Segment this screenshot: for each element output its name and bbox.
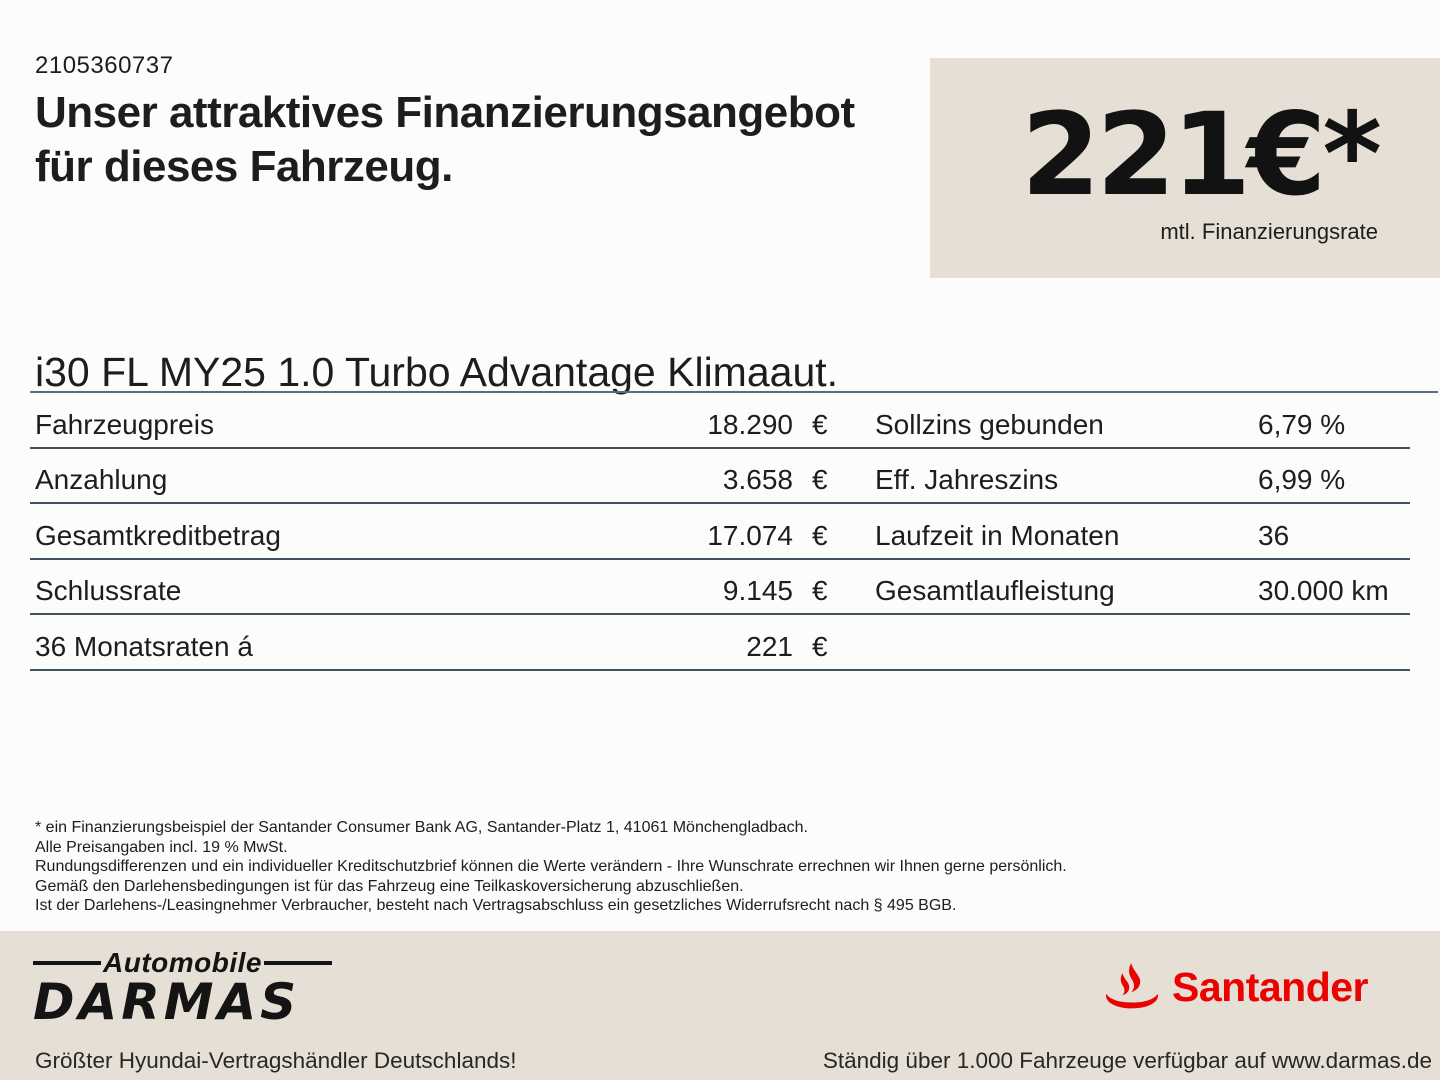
headline-line-1: Unser attraktives Finanzierungsangebot	[35, 88, 855, 137]
row-value: 221	[746, 630, 793, 662]
row-label: Fahrzeugpreis	[35, 408, 214, 440]
row-value: 6,79 %	[1258, 408, 1346, 440]
website-tagline: Ständig über 1.000 Fahrzeuge verfügbar a…	[822, 1048, 1432, 1073]
row-label: Eff. Jahreszins	[875, 464, 1059, 496]
row-label: 36 Monatsraten á	[35, 630, 253, 662]
row-label: Gesamtkreditbetrag	[35, 519, 281, 551]
row-value: 3.658	[722, 464, 793, 496]
row-label: Anzahlung	[35, 464, 168, 496]
row-unit: €	[812, 519, 828, 551]
row-unit: €	[812, 630, 828, 662]
table-row: 36 Monatsraten á 221 €	[30, 615, 1410, 671]
vehicle-id: 2105360737	[35, 52, 174, 79]
row-value: 18.290	[707, 408, 793, 440]
logo-bar-left	[33, 961, 101, 965]
row-value: 36	[1258, 519, 1290, 551]
disclaimer-line: Gemäß den Darlehensbedingungen ist für d…	[35, 877, 744, 895]
logo-bar-right	[264, 961, 332, 965]
title-divider	[30, 391, 1438, 393]
table-row: Schlussrate 9.145 € Gesamtlaufleistung 3…	[30, 560, 1410, 616]
disclaimer-line: Ist der Darlehens-/Leasingnehmer Verbrau…	[35, 897, 957, 915]
monthly-rate-amount: 221€*	[1021, 88, 1382, 221]
monthly-rate-caption: mtl. Finanzierungsrate	[1160, 219, 1378, 244]
disclaimer-line: * ein Finanzierungsbeispiel der Santande…	[35, 819, 808, 836]
table-row: Gesamtkreditbetrag 17.074 € Laufzeit in …	[30, 504, 1410, 560]
headline-line-2: für dieses Fahrzeug.	[35, 142, 453, 191]
disclaimer-line: Alle Preisangaben incl. 19 % MwSt.	[35, 838, 288, 856]
disclaimer-text: * ein Finanzierungsbeispiel der Santande…	[35, 818, 1067, 916]
row-label: Gesamtlaufleistung	[875, 575, 1115, 607]
santander-logo: Santander	[1102, 963, 1369, 1011]
vehicle-title: i30 FL MY25 1.0 Turbo Advantage Klimaaut…	[35, 349, 839, 395]
row-value: 9.145	[722, 575, 793, 607]
row-unit: €	[812, 408, 828, 440]
row-unit: €	[812, 575, 828, 607]
footer: Automobile DARMAS Santander Größter Hyun…	[0, 931, 1440, 1080]
row-value: 6,99 %	[1258, 464, 1346, 496]
monthly-rate-box: 221€* mtl. Finanzierungsrate	[930, 58, 1440, 278]
santander-wordmark: Santander	[1172, 964, 1369, 1010]
row-label: Laufzeit in Monaten	[875, 519, 1120, 551]
row-label: Schlussrate	[35, 575, 182, 607]
table-row: Anzahlung 3.658 € Eff. Jahreszins 6,99 %	[30, 449, 1410, 505]
row-value: 30.000 km	[1258, 575, 1389, 607]
dealer-logo: Automobile DARMAS	[33, 947, 333, 1027]
finance-table: Fahrzeugpreis 18.290 € Sollzins gebunden…	[30, 393, 1410, 671]
dealer-logo-darmas: DARMAS	[33, 973, 301, 1031]
dealer-logo-top: Automobile	[33, 947, 333, 979]
dealer-tagline: Größter Hyundai-Vertragshändler Deutschl…	[35, 1048, 517, 1073]
row-value: 17.074	[707, 519, 793, 551]
row-unit: €	[812, 464, 828, 496]
page-title: Unser attraktives Finanzierungsangebot f…	[35, 86, 855, 194]
table-row: Fahrzeugpreis 18.290 € Sollzins gebunden…	[30, 393, 1410, 449]
row-label: Sollzins gebunden	[875, 408, 1104, 440]
santander-flame-icon	[1106, 963, 1158, 1009]
dealer-logo-automobile: Automobile	[103, 947, 262, 978]
disclaimer-line: Rundungsdifferenzen und ein individuelle…	[35, 858, 1067, 876]
